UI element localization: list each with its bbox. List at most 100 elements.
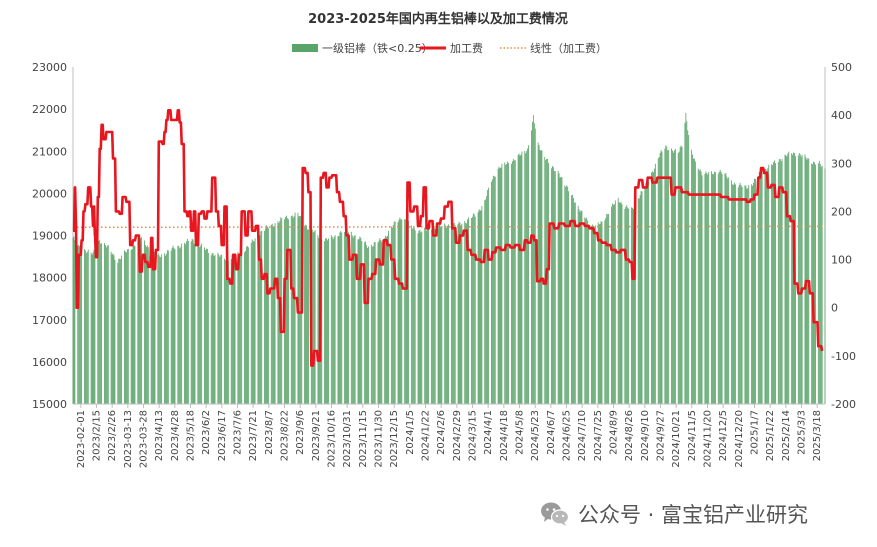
- bar: [325, 238, 326, 404]
- bar: [734, 182, 735, 404]
- bar: [397, 222, 399, 404]
- bar: [74, 240, 76, 404]
- bar: [677, 152, 679, 404]
- bar: [571, 195, 572, 404]
- bar: [792, 154, 794, 404]
- bar: [728, 177, 730, 404]
- legend-label-line: 加工费: [450, 42, 483, 55]
- y-right-tick-label: 300: [831, 157, 852, 170]
- bar: [158, 253, 160, 404]
- x-tick-label: 2024/6/7: [546, 410, 557, 455]
- bar: [506, 164, 508, 404]
- bar: [708, 172, 710, 404]
- bar: [713, 174, 714, 404]
- bar: [227, 260, 229, 404]
- bar: [499, 168, 501, 404]
- bar: [193, 243, 195, 404]
- bar: [428, 227, 429, 404]
- bar: [693, 158, 694, 404]
- bar: [219, 256, 221, 404]
- bar: [393, 221, 395, 404]
- x-tick-label: 2024/4/18: [499, 410, 510, 461]
- x-tick-label: 2025/3/3: [797, 410, 808, 455]
- bar: [191, 238, 193, 404]
- bar: [751, 184, 753, 404]
- x-tick-label: 2024/9/27: [656, 410, 667, 461]
- bar: [511, 163, 512, 404]
- bar: [286, 215, 287, 404]
- bar: [200, 245, 202, 404]
- bar: [172, 245, 174, 404]
- bar: [401, 219, 403, 404]
- bar: [137, 240, 139, 404]
- bar: [798, 153, 800, 404]
- bar: [247, 246, 248, 404]
- bar: [773, 162, 774, 404]
- bar: [566, 185, 568, 404]
- bar: [424, 227, 426, 404]
- bar: [207, 252, 209, 404]
- bar: [525, 153, 527, 404]
- bar: [627, 207, 629, 404]
- bar: [194, 244, 196, 404]
- bar: [434, 229, 436, 404]
- bar: [653, 172, 654, 404]
- x-tick-label: 2023/7/6: [233, 410, 244, 455]
- bar: [294, 212, 296, 404]
- bar: [760, 173, 762, 404]
- bar: [351, 235, 353, 404]
- bar: [341, 232, 343, 404]
- bar: [784, 154, 786, 404]
- bar: [454, 225, 456, 404]
- bar: [238, 254, 240, 404]
- bar: [426, 230, 428, 404]
- bar: [141, 237, 143, 404]
- bar: [473, 214, 475, 404]
- bar: [441, 226, 443, 404]
- bar: [664, 148, 666, 404]
- bar: [626, 205, 628, 404]
- bar: [432, 228, 434, 404]
- bar: [711, 171, 712, 404]
- bar: [657, 158, 659, 404]
- bar: [408, 220, 409, 404]
- bar: [352, 237, 354, 404]
- bar: [281, 218, 283, 404]
- bar: [364, 242, 366, 404]
- bar: [438, 224, 440, 404]
- bar: [638, 198, 640, 404]
- bar: [106, 245, 108, 404]
- bar: [439, 224, 441, 404]
- bar: [224, 258, 225, 404]
- bar: [213, 256, 215, 404]
- bar: [254, 238, 256, 404]
- bar: [758, 172, 760, 404]
- bar: [379, 238, 381, 404]
- bar: [564, 185, 566, 404]
- bar: [817, 163, 819, 404]
- bar: [641, 191, 643, 404]
- bar: [101, 243, 103, 404]
- bar: [748, 185, 750, 404]
- bar: [685, 112, 687, 404]
- bar: [267, 226, 268, 404]
- bar: [474, 216, 476, 404]
- bar: [452, 223, 454, 404]
- bar: [153, 251, 155, 404]
- legend-swatch-bar: [292, 44, 318, 52]
- bar: [774, 160, 775, 404]
- bar: [681, 146, 683, 404]
- bar: [257, 234, 259, 404]
- bar: [766, 170, 768, 404]
- x-tick-label: 2023/12/15: [389, 410, 400, 468]
- bar: [151, 251, 153, 404]
- x-tick-label: 2024/5/8: [515, 410, 526, 455]
- bar: [771, 164, 773, 404]
- bar: [167, 250, 169, 404]
- bar: [740, 185, 742, 404]
- x-tick-label: 2024/12/5: [718, 410, 729, 461]
- y-right-tick-label: 200: [831, 205, 852, 218]
- bar: [437, 228, 439, 404]
- y-left-tick-label: 23000: [32, 61, 67, 74]
- x-tick-label: 2023/10/31: [342, 410, 353, 468]
